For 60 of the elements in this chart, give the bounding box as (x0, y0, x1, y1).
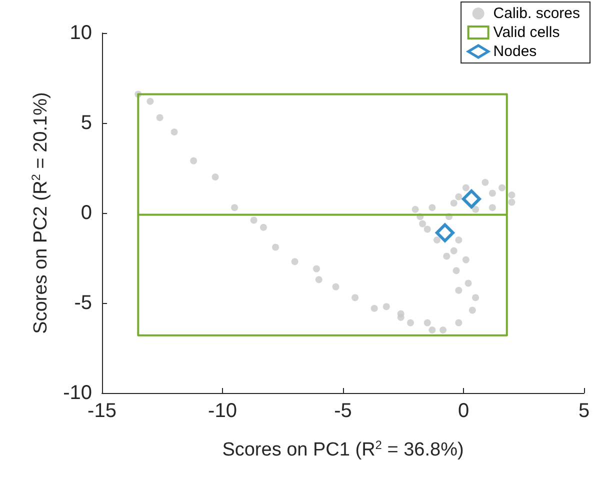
point (488, 204, 496, 212)
x-tick-label: 0 (458, 400, 470, 422)
point (455, 319, 462, 326)
point (472, 294, 480, 302)
point (291, 258, 298, 266)
y-tick-label: -5 (74, 292, 92, 314)
point (450, 247, 458, 254)
point (312, 265, 320, 272)
point (428, 204, 436, 212)
y-tick-label: 10 (70, 22, 92, 44)
y-tick-label: 0 (80, 202, 92, 224)
point (170, 128, 178, 136)
point (435, 223, 454, 242)
point (450, 200, 458, 207)
point (508, 198, 516, 206)
point (488, 190, 496, 197)
x-tick-label: -5 (334, 400, 352, 422)
legend-label: Nodes (493, 43, 537, 60)
point (156, 114, 164, 122)
point (424, 319, 431, 326)
point (250, 216, 258, 224)
point (462, 189, 481, 208)
legend-label: Calib. scores (493, 5, 580, 22)
point (212, 174, 219, 180)
point (508, 192, 516, 198)
point (272, 244, 280, 251)
point (455, 236, 462, 244)
y-tick-label: 5 (80, 112, 92, 134)
point (382, 303, 390, 310)
point (498, 184, 506, 192)
point (412, 206, 419, 213)
point (352, 294, 359, 302)
x-tick-label: 5 (578, 400, 590, 422)
point (443, 252, 450, 260)
point (146, 98, 154, 105)
point (452, 267, 460, 274)
point (440, 326, 447, 334)
point (455, 286, 462, 294)
point (433, 236, 440, 244)
point (462, 184, 470, 192)
point (472, 206, 480, 213)
legend-label: Valid cells (493, 24, 560, 41)
point (464, 280, 472, 287)
point (468, 306, 476, 314)
point (260, 224, 267, 231)
point (370, 304, 378, 312)
point (428, 326, 436, 334)
point (397, 310, 404, 318)
point (315, 276, 322, 284)
x-tick-label: -10 (208, 400, 237, 422)
point (455, 193, 462, 200)
point (190, 157, 198, 164)
point (462, 256, 470, 264)
point (406, 319, 414, 326)
point (482, 178, 489, 186)
point (424, 226, 431, 233)
point (419, 220, 426, 228)
y-axis-title: Scores on PC2 (R2 = 20.1%) (29, 92, 52, 334)
point (231, 204, 238, 212)
point (332, 283, 340, 290)
